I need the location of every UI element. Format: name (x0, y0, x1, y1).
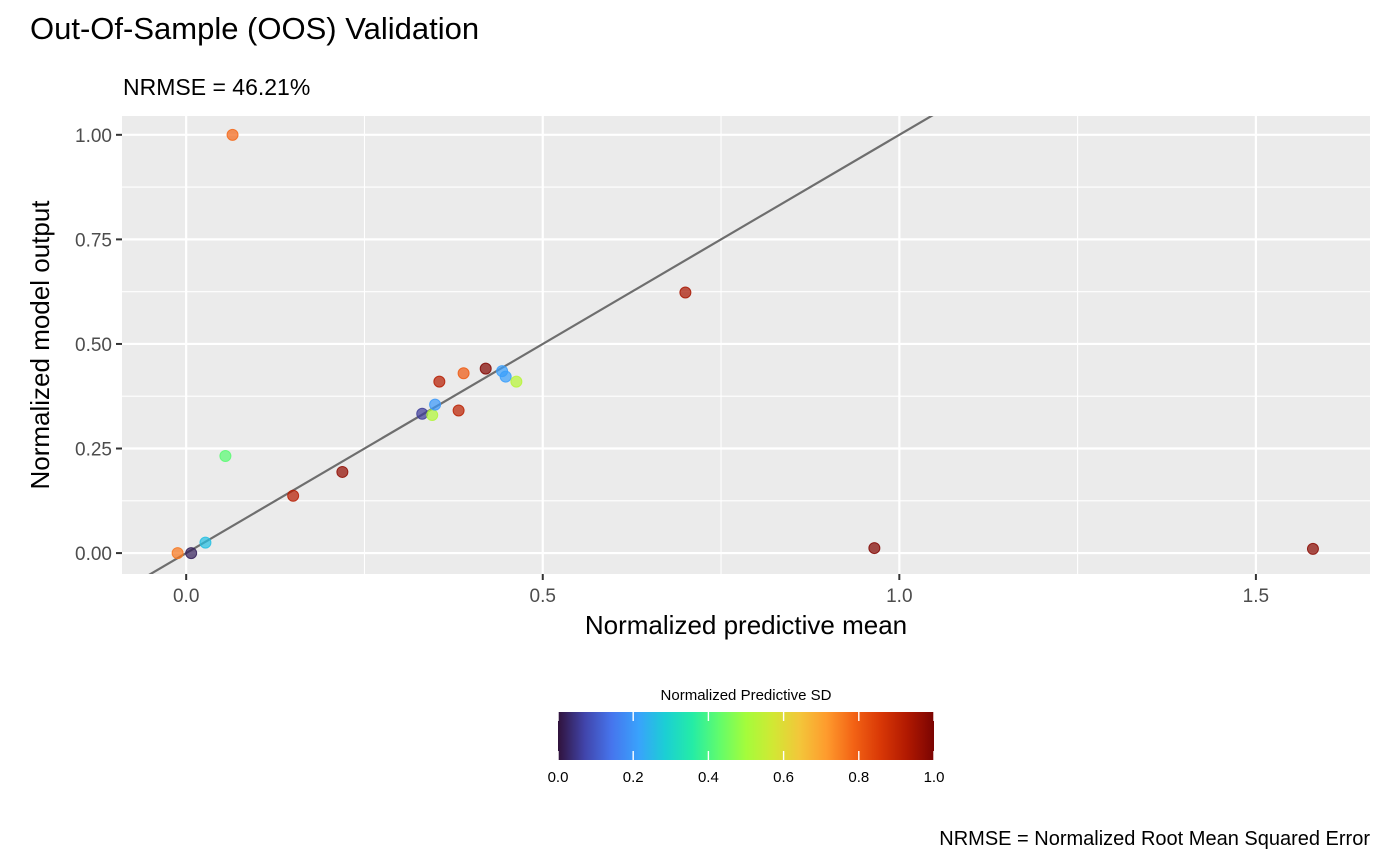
y-tick-label: 1.00 (75, 126, 112, 147)
y-axis-label: Normalized model output (25, 200, 55, 490)
colorbar-tick-label: 0.2 (623, 769, 644, 786)
data-point (219, 450, 232, 463)
data-point (679, 286, 692, 299)
y-tick-label: 0.00 (75, 544, 112, 565)
identity-reference-line (148, 116, 934, 574)
colorbar-ticks: 0.0 0.2 0.4 0.6 0.8 1.0 (548, 712, 945, 786)
data-point (452, 404, 465, 417)
data-point (171, 547, 184, 560)
chart-subtitle: NRMSE = 46.21% (123, 74, 310, 100)
colorbar-tick-label: 0.4 (698, 769, 719, 786)
data-point (416, 407, 429, 420)
data-point (510, 375, 523, 388)
data-point (429, 398, 442, 411)
colorbar-tick-label: 0.8 (848, 769, 869, 786)
x-axis-label: Normalized predictive mean (585, 610, 907, 640)
data-point (433, 375, 446, 388)
minor-gridlines (122, 116, 1370, 574)
chart-title: Out-Of-Sample (OOS) Validation (30, 11, 479, 46)
data-point (426, 409, 439, 422)
data-point (185, 547, 198, 560)
x-tick-label: 0.5 (530, 586, 556, 607)
y-tick-label: 0.50 (75, 335, 112, 356)
data-point (457, 367, 470, 380)
y-tick-label: 0.75 (75, 230, 112, 251)
x-tick-label: 1.5 (1243, 586, 1269, 607)
x-tick-label: 1.0 (886, 586, 912, 607)
colorbar-tick-label: 0.0 (548, 769, 569, 786)
colorbar-tick-label: 0.6 (773, 769, 794, 786)
x-tick-label: 0.0 (173, 586, 199, 607)
data-points (171, 128, 1319, 560)
data-point (336, 465, 349, 478)
colorbar-tick-label: 1.0 (924, 769, 945, 786)
y-tick-label: 0.25 (75, 440, 112, 461)
colorbar (558, 712, 934, 760)
data-point (499, 370, 512, 383)
chart-caption: NRMSE = Normalized Root Mean Squared Err… (939, 828, 1370, 850)
colorbar-legend: Normalized Predictive SD 0.0 0.2 0.4 0.6 0.8… (548, 687, 945, 786)
data-point (479, 362, 492, 375)
data-point (199, 536, 212, 549)
y-axis: 0.00 0.25 0.50 0.75 1.00 (75, 126, 122, 565)
data-point (1306, 542, 1319, 555)
data-point (868, 542, 881, 555)
colorbar-title: Normalized Predictive SD (661, 687, 832, 704)
data-point (226, 128, 239, 141)
data-point (287, 489, 300, 502)
x-axis: 0.0 0.5 1.0 1.5 (173, 574, 1269, 607)
